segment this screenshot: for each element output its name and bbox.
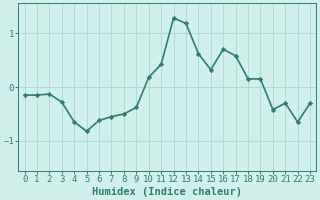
X-axis label: Humidex (Indice chaleur): Humidex (Indice chaleur)	[92, 186, 242, 197]
